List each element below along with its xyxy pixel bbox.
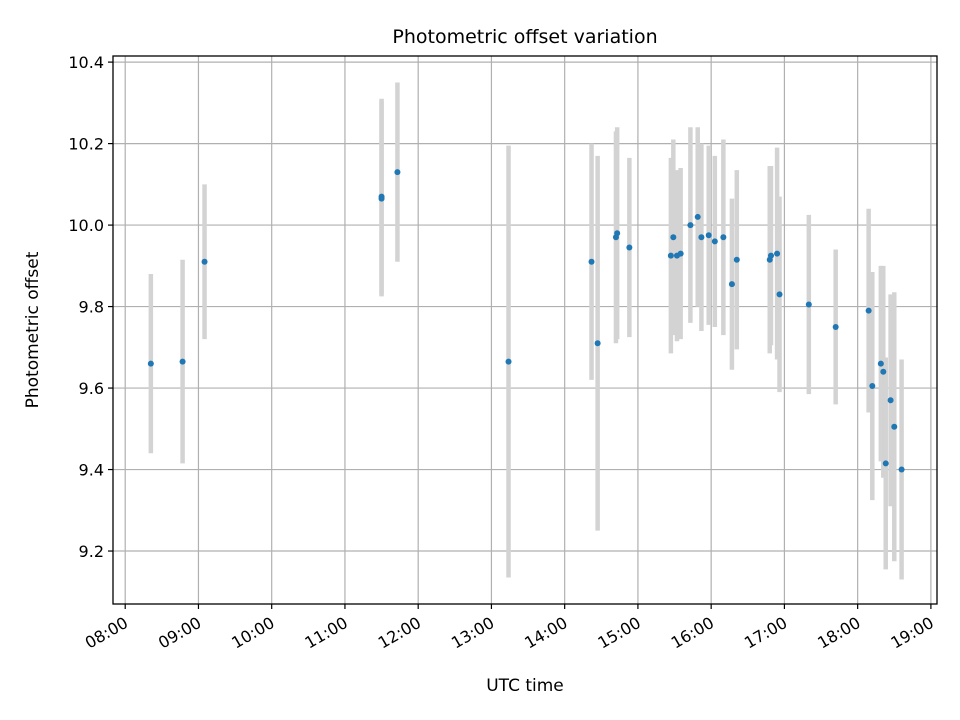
x-tick-label: 19:00 [887, 613, 936, 653]
chart-title: Photometric offset variation [392, 26, 657, 48]
data-point [614, 230, 621, 237]
data-point [891, 423, 898, 430]
x-tick-label: 17:00 [741, 613, 790, 653]
data-point [147, 360, 154, 367]
grid [113, 56, 937, 604]
data-point [179, 358, 186, 365]
y-tick-label: 9.6 [79, 379, 104, 398]
x-tick-label: 09:00 [155, 613, 204, 653]
data-point [774, 250, 781, 257]
data-point [201, 258, 208, 265]
data-point [767, 252, 774, 259]
data-point [698, 234, 705, 241]
y-tick-label: 9.4 [79, 461, 104, 480]
data-point [805, 301, 812, 308]
x-tick-label: 14:00 [521, 613, 570, 653]
y-tick-label: 10.0 [68, 216, 104, 235]
error-bars [148, 82, 904, 580]
data-point [705, 232, 712, 239]
x-tick-label: 18:00 [814, 613, 863, 653]
x-tick-label: 16:00 [668, 613, 717, 653]
x-tick-label: 13:00 [448, 613, 497, 653]
data-point [865, 307, 872, 314]
data-point [711, 238, 718, 245]
data-point [733, 256, 740, 263]
x-axis-label: UTC time [486, 676, 564, 696]
data-point [677, 250, 684, 257]
x-tick-label: 10:00 [228, 613, 277, 653]
x-tick-label: 11:00 [302, 613, 351, 653]
data-point [832, 323, 839, 330]
data-point [394, 169, 401, 176]
data-point [694, 213, 701, 220]
data-point [882, 460, 889, 467]
data-point [626, 244, 633, 251]
data-point [505, 358, 512, 365]
data-point [588, 258, 595, 265]
x-tick-label: 08:00 [82, 613, 131, 653]
data-point [898, 466, 905, 473]
y-tick-label: 9.8 [79, 298, 104, 317]
data-point [877, 360, 884, 367]
data-point [667, 252, 674, 259]
data-point [594, 340, 601, 347]
data-point [880, 368, 887, 375]
data-point [687, 222, 694, 229]
y-tick-label: 10.2 [68, 135, 104, 154]
data-point [378, 193, 385, 200]
y-axis: 9.2 9.4 9.6 9.8 10.0 10.2 10.4 [68, 53, 113, 561]
data-point [776, 291, 783, 298]
x-tick-label: 15:00 [594, 613, 643, 653]
data-point [670, 234, 677, 241]
data-point [869, 383, 876, 390]
data-points [147, 169, 905, 473]
y-axis-label: Photometric offset [23, 251, 43, 408]
x-tick-label: 12:00 [375, 613, 424, 653]
plot-frame [112, 55, 938, 605]
data-point [720, 234, 727, 241]
x-axis: 08:00 09:00 10:00 11:00 12:00 13:00 14:00 15:00… [82, 604, 937, 653]
data-point [887, 397, 894, 404]
data-point [728, 281, 735, 288]
y-tick-label: 10.4 [68, 53, 104, 72]
y-tick-label: 9.2 [79, 542, 104, 561]
